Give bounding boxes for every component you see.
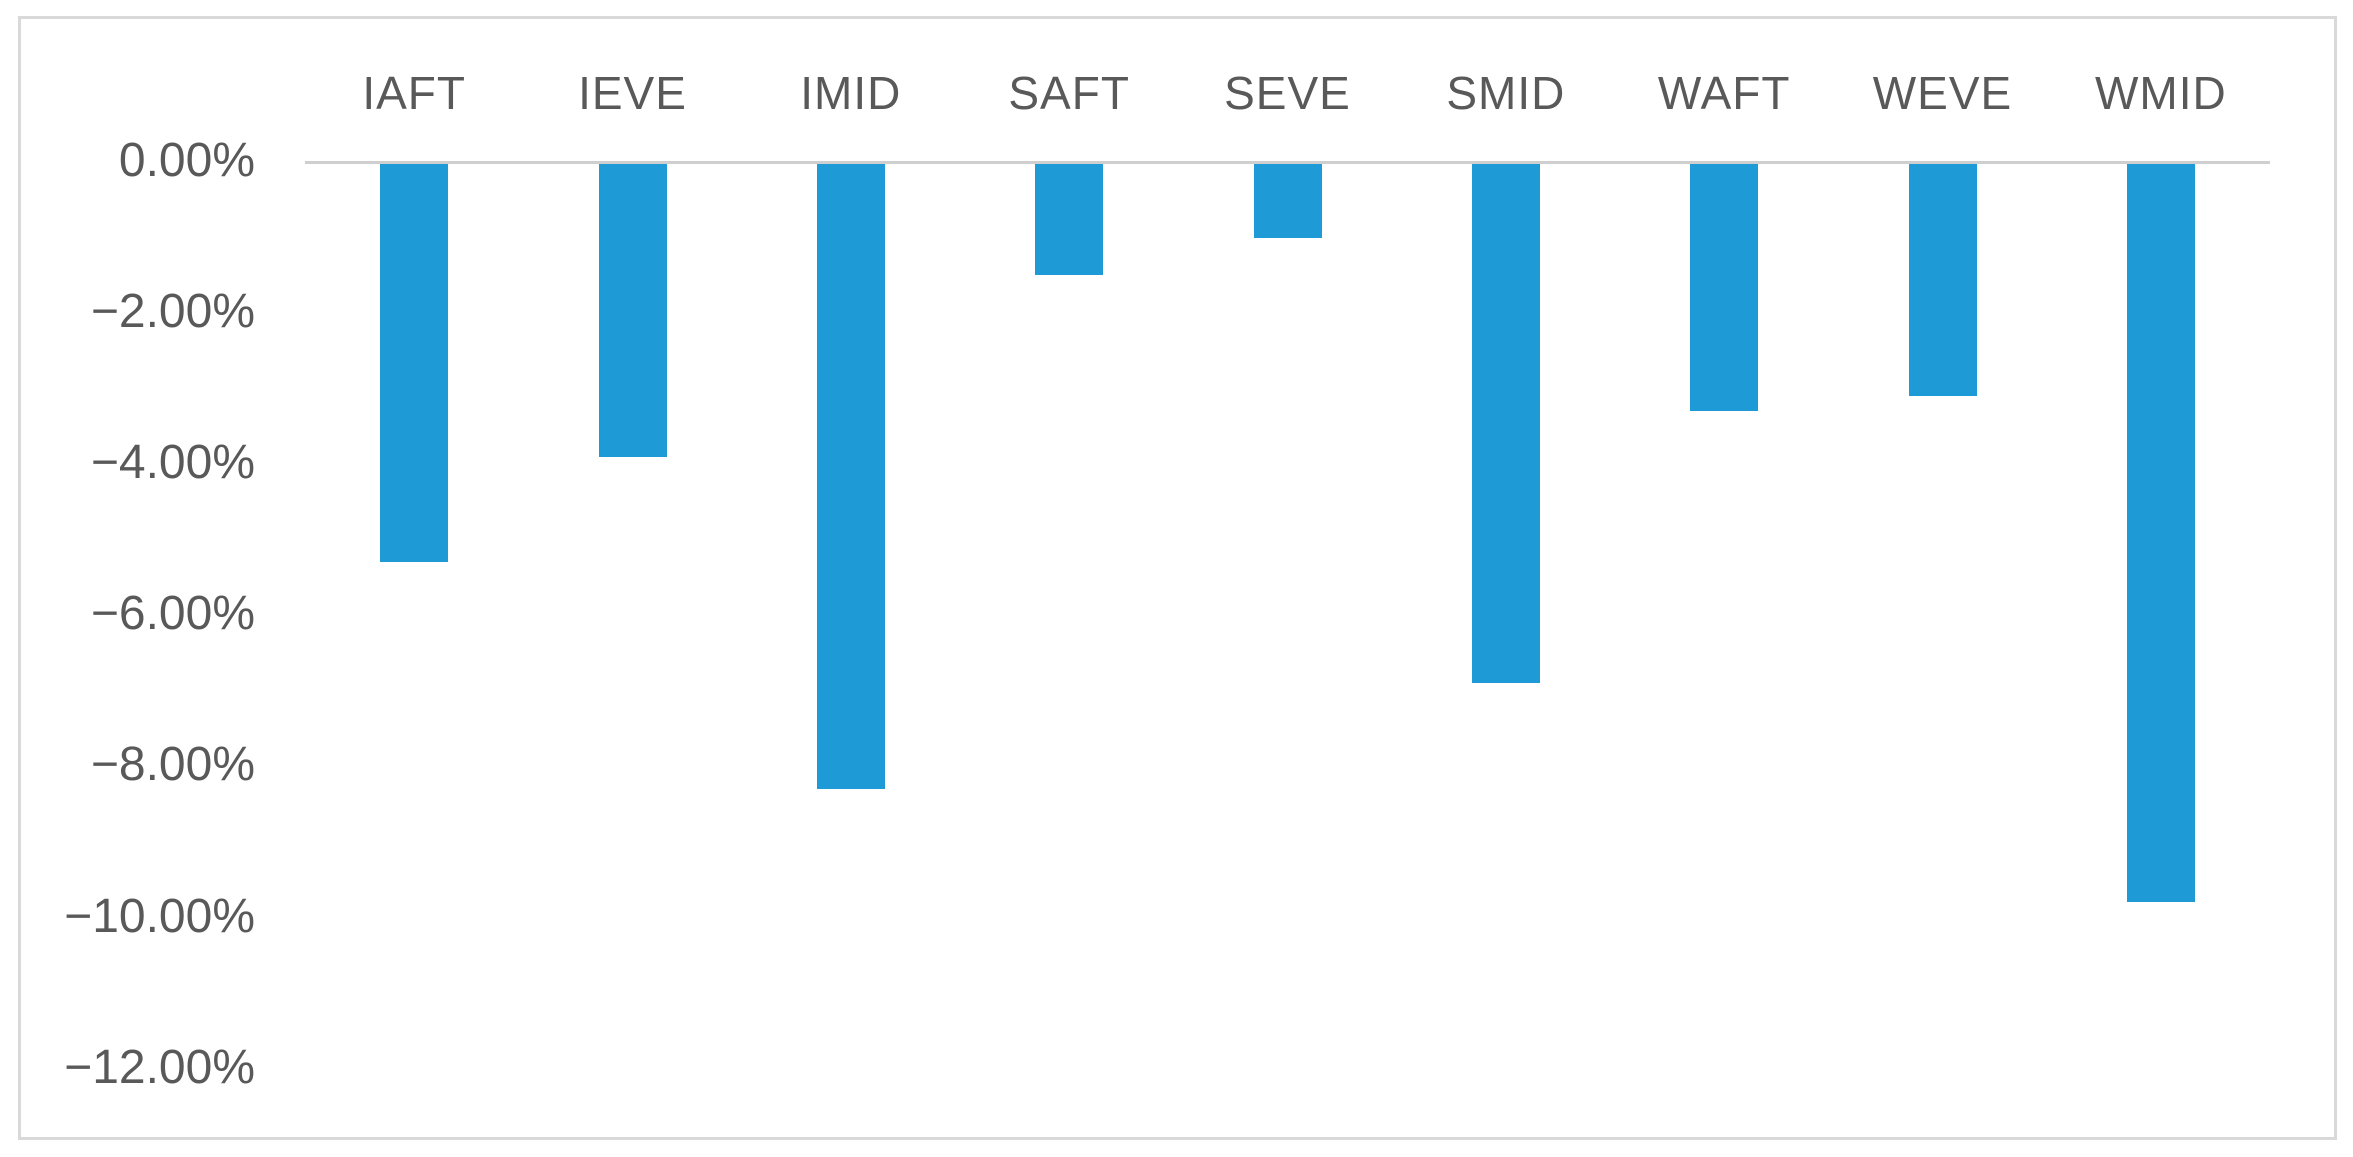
- y-tick-label: −10.00%: [64, 889, 255, 943]
- bar-imid: [816, 164, 885, 789]
- category-label-waft: WAFT: [1657, 67, 1791, 119]
- bar-seve: [1253, 164, 1322, 238]
- category-label-wmid: WMID: [2094, 67, 2227, 119]
- bar-smid: [1471, 164, 1540, 683]
- bar-wmid: [2126, 164, 2195, 902]
- y-tick-label: −8.00%: [90, 738, 255, 792]
- category-label-saft: SAFT: [1008, 67, 1130, 119]
- bar-saft: [1035, 164, 1104, 275]
- x-axis-zero-line: [305, 161, 2270, 164]
- bar-ieve: [598, 164, 667, 457]
- category-label-ieve: IEVE: [578, 67, 687, 119]
- category-label-iaft: IAFT: [362, 67, 466, 119]
- bar-waft: [1690, 164, 1759, 411]
- y-tick-label: −2.00%: [90, 285, 255, 339]
- category-label-seve: SEVE: [1224, 67, 1351, 119]
- bar-iaft: [380, 164, 449, 562]
- chart-frame: 0.00% −2.00% −4.00% −6.00% −8.00% −10.00% −12.…: [18, 16, 2337, 1140]
- y-tick-label: −4.00%: [90, 436, 255, 490]
- bar-weve: [1908, 164, 1977, 396]
- category-label-weve: WEVE: [1872, 67, 2013, 119]
- y-tick-label: 0.00%: [118, 134, 255, 187]
- category-label-imid: IMID: [800, 67, 902, 119]
- y-tick-label: −6.00%: [90, 587, 255, 641]
- category-label-smid: SMID: [1446, 67, 1566, 119]
- y-tick-label: −12.00%: [64, 1040, 255, 1094]
